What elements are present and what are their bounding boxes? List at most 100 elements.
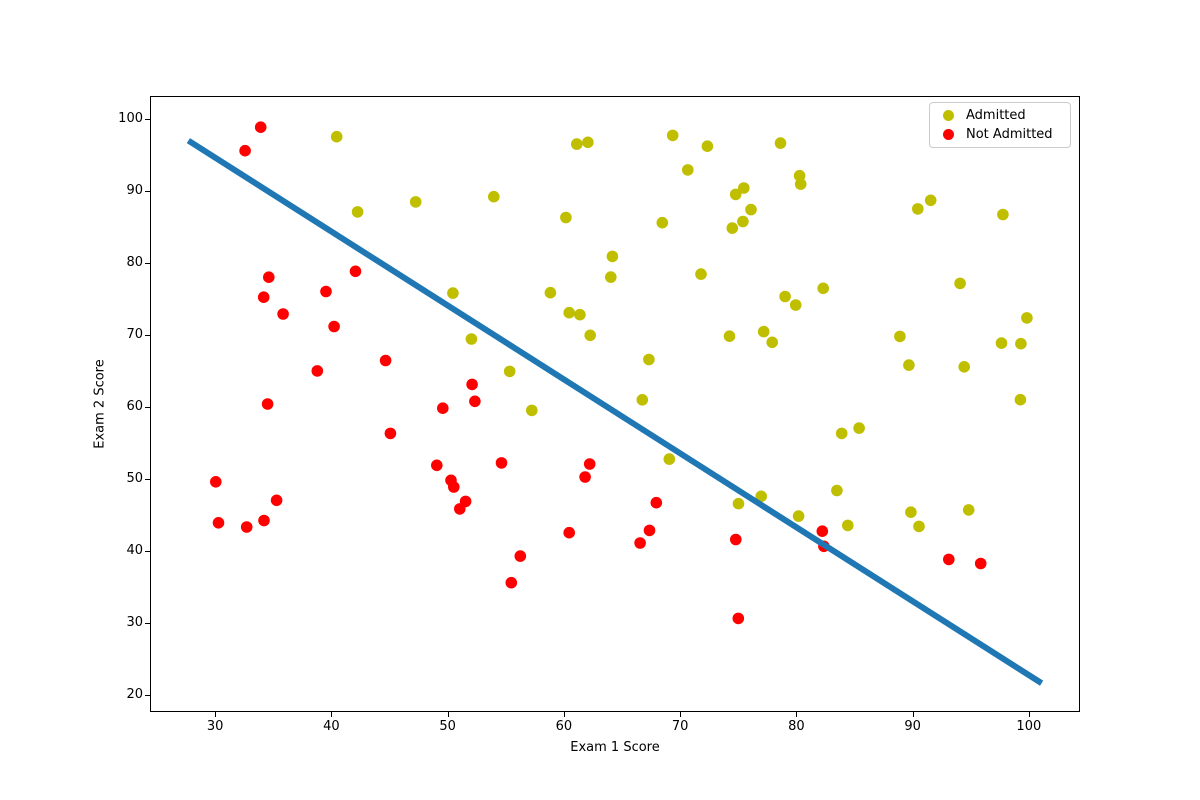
- data-point-admitted: [726, 222, 739, 234]
- x-tick-label: 80: [788, 719, 805, 734]
- legend-label-admitted: Admitted: [966, 108, 1026, 124]
- data-point-admitted: [351, 206, 364, 218]
- legend-label-not-admitted: Not Admitted: [966, 126, 1053, 142]
- data-point-admitted: [729, 188, 742, 201]
- not-admitted-marker-icon: [943, 128, 954, 140]
- y-tick-label: 50: [126, 470, 143, 486]
- data-point-not-admitted: [437, 402, 449, 415]
- data-point-admitted: [544, 286, 557, 299]
- data-point-admitted: [766, 336, 778, 349]
- plot-frame: [150, 96, 1080, 712]
- data-point-not-admitted: [212, 517, 225, 529]
- data-point-admitted: [905, 506, 917, 518]
- x-tick-label: 70: [671, 719, 689, 734]
- data-point-admitted: [842, 519, 854, 532]
- data-point-not-admitted: [466, 378, 478, 391]
- data-point-not-admitted: [277, 308, 289, 320]
- legend-item-not-admitted: Not Admitted: [930, 127, 1070, 142]
- data-point-admitted: [995, 337, 1008, 349]
- data-point-not-admitted: [379, 354, 392, 367]
- data-point-admitted: [656, 216, 669, 229]
- data-point-admitted: [571, 138, 583, 150]
- data-point-not-admitted: [732, 612, 745, 625]
- data-point-admitted: [894, 330, 906, 343]
- data-point-not-admitted: [469, 395, 481, 408]
- data-point-admitted: [757, 325, 770, 338]
- legend: Admitted Not Admitted: [929, 102, 1071, 148]
- data-point-admitted: [958, 361, 970, 373]
- data-point-admitted: [1015, 337, 1027, 350]
- data-point-not-admitted: [563, 526, 575, 539]
- x-tick-label: 30: [206, 719, 224, 734]
- data-point-admitted: [831, 484, 843, 497]
- data-point-admitted: [695, 268, 707, 280]
- data-point-admitted: [789, 299, 802, 311]
- data-point-not-admitted: [210, 476, 222, 488]
- data-point-not-admitted: [261, 398, 274, 410]
- y-tick-label: 30: [126, 614, 143, 630]
- data-point-admitted: [409, 196, 422, 208]
- data-point-admitted: [582, 136, 594, 149]
- y-tick-label: 60: [126, 398, 143, 414]
- data-point-admitted: [701, 140, 714, 152]
- data-point-admitted: [913, 520, 925, 533]
- data-point-admitted: [606, 250, 619, 263]
- data-point-admitted: [605, 271, 617, 283]
- data-point-not-admitted: [311, 365, 324, 377]
- data-point-admitted: [526, 404, 538, 417]
- decision-boundary-line: [186, 138, 1044, 686]
- y-tick-label: 70: [126, 326, 143, 342]
- data-point-not-admitted: [263, 271, 275, 284]
- data-point-admitted: [447, 287, 459, 299]
- y-tick-label: 20: [126, 686, 143, 702]
- data-point-not-admitted: [445, 474, 457, 487]
- data-point-not-admitted: [254, 121, 267, 133]
- data-point-not-admitted: [328, 320, 340, 333]
- data-point-not-admitted: [240, 521, 253, 533]
- y-axis-label: Exam 2 Score: [92, 359, 108, 449]
- data-point-admitted: [574, 308, 586, 321]
- data-point-not-admitted: [650, 496, 663, 509]
- data-point-admitted: [636, 394, 649, 406]
- data-point-admitted: [732, 497, 745, 510]
- data-point-admitted: [682, 164, 694, 176]
- data-point-admitted: [488, 190, 500, 203]
- data-point-admitted: [666, 129, 679, 142]
- data-point-not-admitted: [579, 471, 591, 483]
- data-point-not-admitted: [505, 576, 518, 589]
- data-point-not-admitted: [943, 553, 955, 566]
- data-point-not-admitted: [320, 285, 332, 298]
- y-tick-label: 100: [118, 111, 143, 127]
- legend-item-admitted: Admitted: [930, 108, 1070, 123]
- data-point-not-admitted: [431, 459, 443, 472]
- x-tick-label: 40: [323, 719, 340, 734]
- y-tick-label: 90: [126, 182, 143, 198]
- data-point-admitted: [912, 203, 924, 215]
- data-point-admitted: [643, 353, 655, 366]
- data-point-not-admitted: [643, 524, 656, 537]
- y-tick-label: 40: [126, 542, 143, 558]
- x-tick-label: 50: [439, 719, 456, 734]
- data-point-not-admitted: [583, 458, 596, 470]
- data-point-admitted: [1014, 393, 1027, 406]
- data-point-admitted: [954, 277, 966, 290]
- data-point-admitted: [330, 130, 343, 143]
- data-point-not-admitted: [495, 457, 508, 469]
- data-point-admitted: [853, 422, 865, 434]
- data-point-admitted: [792, 510, 805, 522]
- x-tick-label: 100: [1016, 719, 1042, 734]
- data-point-admitted: [835, 427, 848, 440]
- data-point-not-admitted: [974, 557, 987, 570]
- data-point-admitted: [774, 137, 787, 149]
- admitted-marker-icon: [943, 110, 954, 122]
- data-point-not-admitted: [258, 514, 270, 527]
- data-point-admitted: [663, 453, 676, 465]
- data-point-admitted: [755, 490, 767, 503]
- data-point-admitted: [779, 290, 791, 303]
- data-point-admitted: [997, 208, 1009, 221]
- data-point-not-admitted: [634, 537, 646, 549]
- x-tick-label: 60: [555, 719, 573, 734]
- data-point-admitted: [560, 211, 572, 224]
- data-point-admitted: [794, 178, 807, 190]
